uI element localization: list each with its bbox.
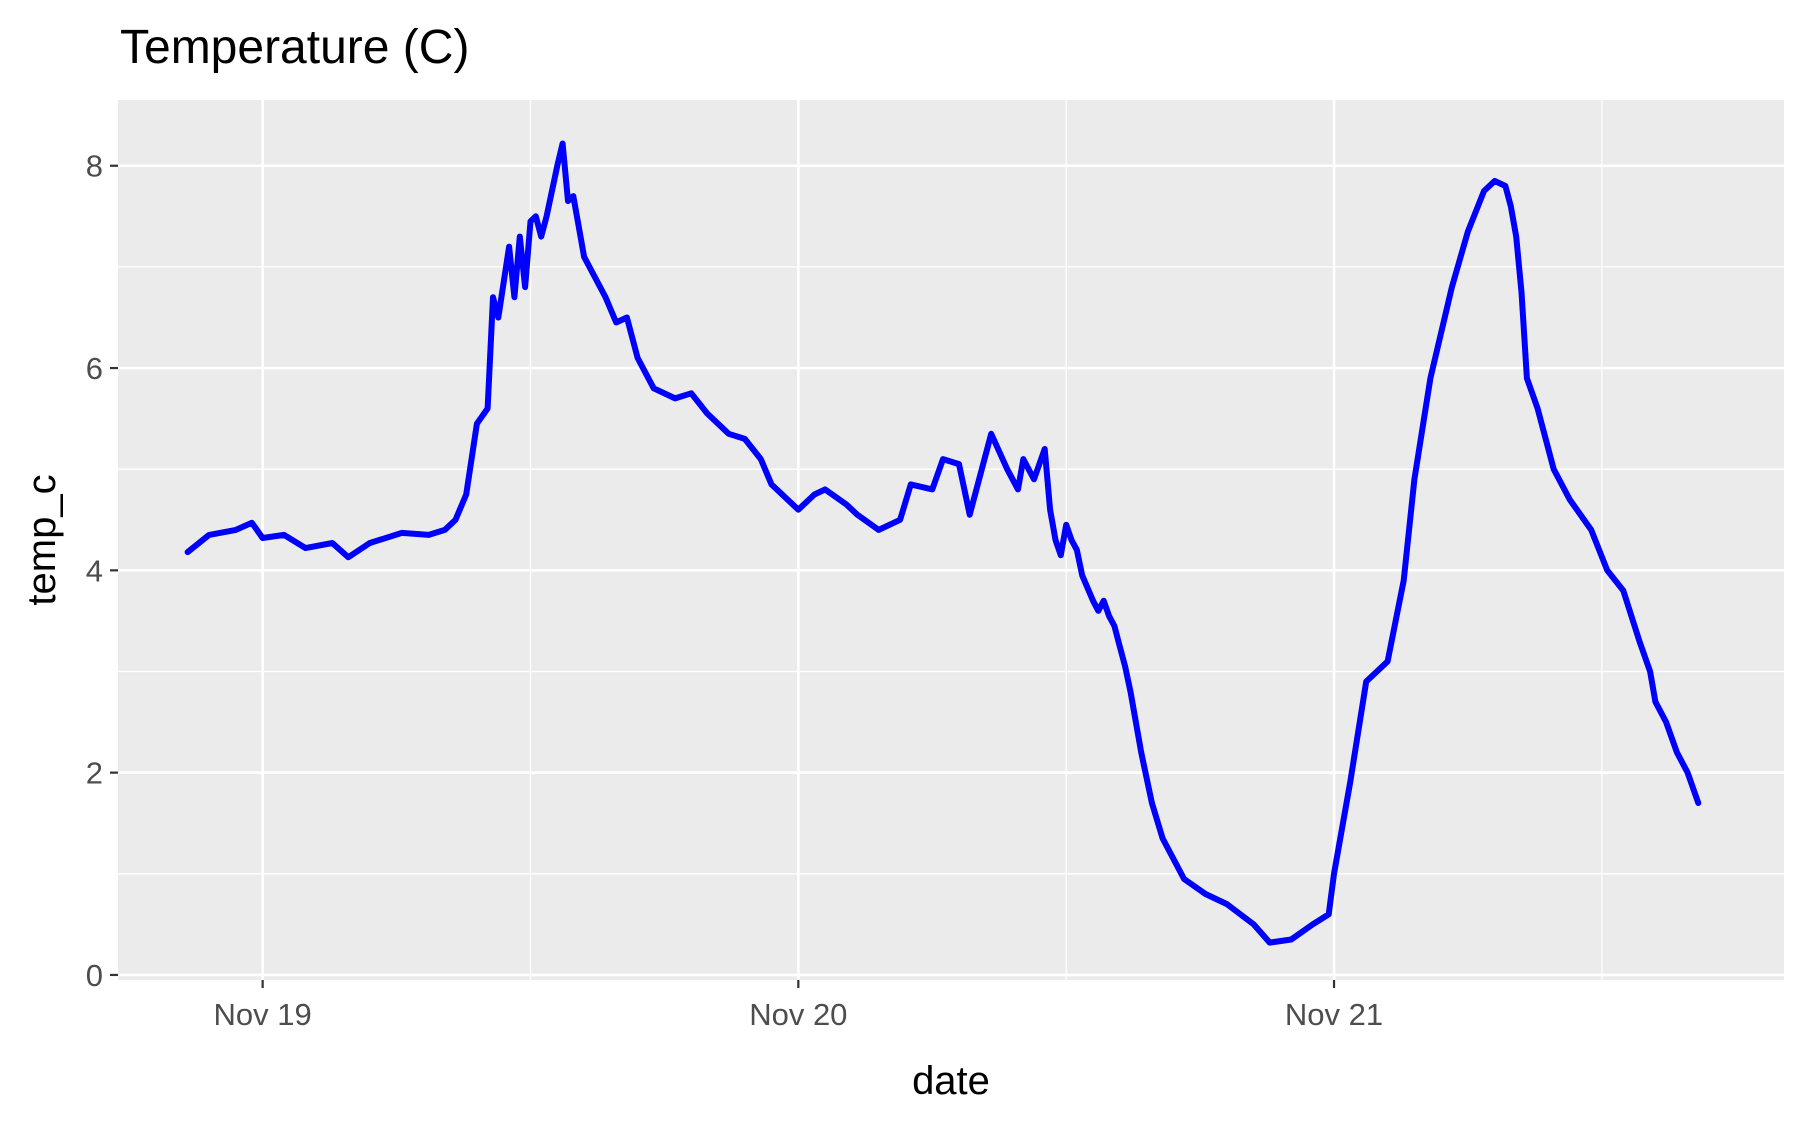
- major-gridlines: [118, 100, 1784, 980]
- x-tick-label: Nov 20: [749, 997, 847, 1032]
- x-tick-label: Nov 21: [1285, 997, 1383, 1032]
- y-tick-label: 8: [86, 149, 103, 184]
- temperature-series-line: [184, 140, 1702, 946]
- y-tick-label: 4: [86, 553, 103, 588]
- y-axis-title: temp_c: [20, 474, 64, 605]
- x-tick-label: Nov 19: [214, 997, 312, 1032]
- x-axis: Nov 19 Nov 20 Nov 21: [214, 980, 1383, 1032]
- minor-gridlines: [118, 100, 1784, 980]
- y-tick-label: 6: [86, 351, 103, 386]
- chart-title: Temperature (C): [120, 21, 469, 74]
- series-group: [184, 140, 1702, 946]
- y-tick-label: 0: [86, 958, 103, 993]
- plot-panel: [118, 100, 1784, 980]
- y-axis: 0 2 4 6 8: [86, 149, 118, 993]
- x-axis-title: date: [912, 1059, 990, 1103]
- y-tick-label: 2: [86, 756, 103, 791]
